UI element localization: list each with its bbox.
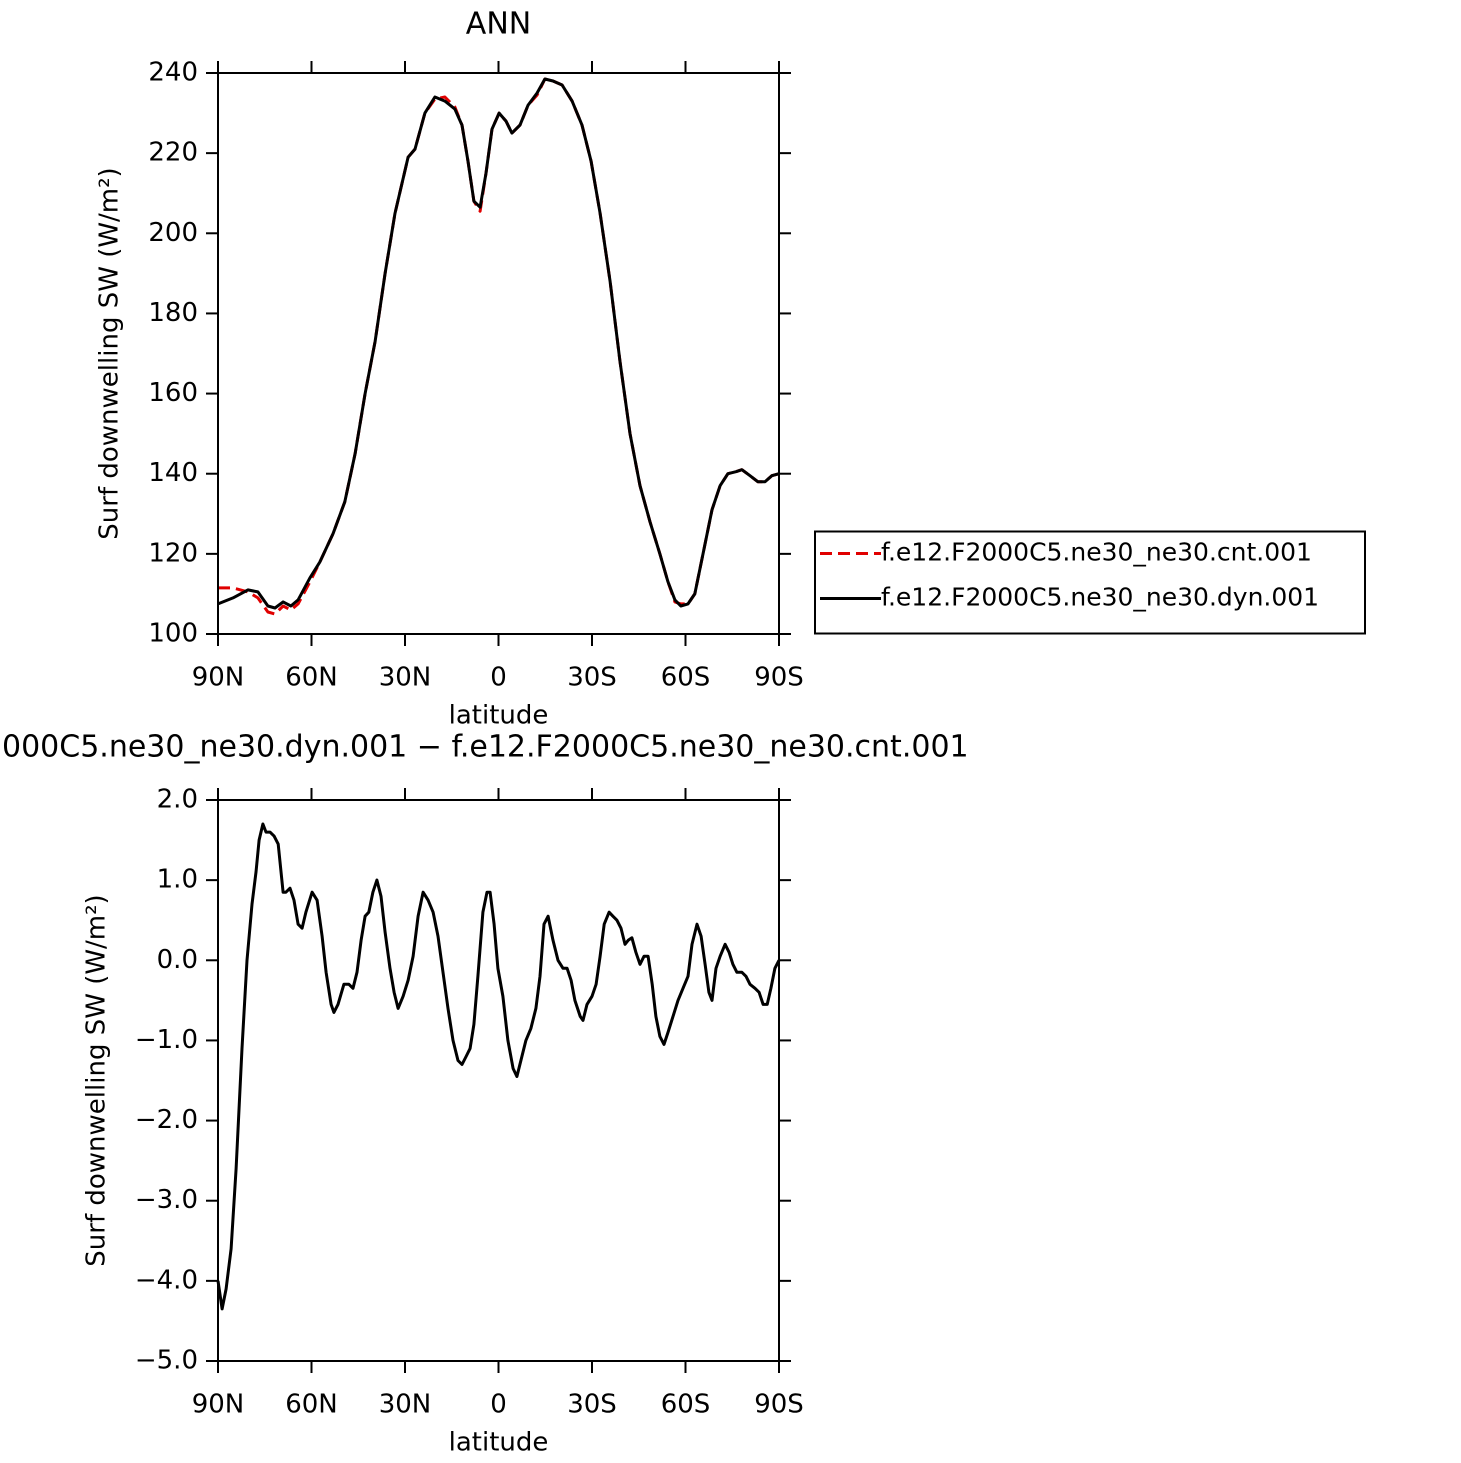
x-tick-label: 0	[490, 1390, 507, 1420]
series-line	[218, 77, 780, 616]
legend-label: f.e12.F2000C5.ne30_ne30.dyn.001	[881, 583, 1319, 612]
x-tick-label: 30S	[567, 1390, 617, 1420]
x-tick-label: 90S	[754, 663, 804, 693]
x-tick-label: 90S	[754, 1390, 804, 1420]
x-axis-label: latitude	[449, 1428, 549, 1458]
y-tick-label: 160	[148, 378, 198, 408]
plot-frame	[217, 799, 780, 1362]
chart-title: ANN	[466, 7, 531, 42]
x-axis-label: latitude	[449, 701, 549, 731]
y-tick-label: 1.0	[157, 865, 198, 895]
y-tick-label: 2.0	[157, 785, 198, 815]
y-tick-label: −5.0	[135, 1346, 198, 1376]
y-tick-label: 140	[148, 458, 198, 488]
legend: f.e12.F2000C5.ne30_ne30.cnt.001 f.e12.F20…	[814, 530, 1366, 635]
x-tick-label: 30N	[379, 663, 432, 693]
x-tick-label: 60N	[285, 663, 338, 693]
plot-frame	[217, 72, 780, 635]
y-tick-label: −2.0	[135, 1105, 198, 1135]
y-tick-label: 100	[148, 619, 198, 649]
series-line	[217, 77, 780, 610]
x-tick-label: 30N	[379, 1390, 432, 1420]
y-tick-label: −4.0	[135, 1265, 198, 1295]
y-tick-label: 240	[148, 58, 198, 88]
y-tick-label: 0.0	[157, 945, 198, 975]
y-tick-label: −3.0	[135, 1185, 198, 1215]
x-tick-label: 60S	[661, 1390, 711, 1420]
series-line	[216, 822, 781, 1311]
y-axis-label: Surf downwelling SW (W/m²)	[95, 167, 125, 539]
legend-label: f.e12.F2000C5.ne30_ne30.cnt.001	[881, 538, 1312, 567]
x-tick-label: 90N	[192, 663, 245, 693]
x-tick-label: 60S	[661, 663, 711, 693]
y-tick-label: 200	[148, 218, 198, 248]
y-axis-label: Surf downwelling SW (W/m²)	[82, 894, 112, 1266]
x-tick-label: 60N	[285, 1390, 338, 1420]
y-tick-label: 120	[148, 538, 198, 568]
x-tick-label: 90N	[192, 1390, 245, 1420]
y-tick-label: −1.0	[135, 1025, 198, 1055]
panel: 000C5.ne30_ne30.dyn.001 − f.e12.F2000C5.…	[2, 730, 969, 1458]
panel: ANN latitude Surf downwelling SW (W/m²) 90N…	[95, 7, 1366, 731]
y-tick-label: 220	[148, 138, 198, 168]
x-tick-label: 0	[490, 663, 507, 693]
legend-box	[814, 530, 1366, 635]
x-tick-label: 30S	[567, 663, 617, 693]
chart-title: 000C5.ne30_ne30.dyn.001 − f.e12.F2000C5.…	[2, 730, 969, 765]
y-tick-label: 180	[148, 298, 198, 328]
